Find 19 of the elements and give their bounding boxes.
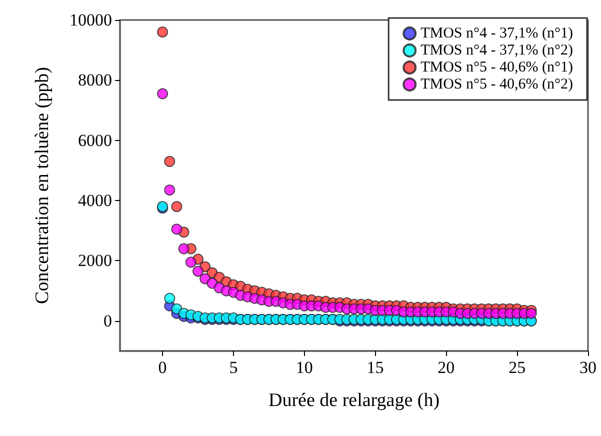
x-tick-label: 5 — [229, 358, 238, 377]
y-tick-label: 10000 — [70, 10, 112, 30]
y-tick-label: 2000 — [78, 251, 112, 270]
y-tick-label: 8000 — [78, 70, 112, 90]
x-tick-label: 15 — [366, 358, 384, 377]
legend-label: TMOS n°4 - 37,1% (n°2) — [420, 42, 574, 58]
x-tick-label: 0 — [158, 358, 167, 377]
y-axis-title: Concentration en toluène (ppb) — [32, 67, 53, 304]
x-axis-title: Durée de relargage (h) — [268, 390, 440, 411]
x-tick-label: 10 — [296, 358, 313, 377]
x-tick-label: 30 — [580, 358, 596, 377]
y-tick-label: 4000 — [78, 191, 112, 210]
legend-label: TMOS n°5 - 40,6% (n°2) — [420, 76, 574, 92]
y-tick-label: 0 — [104, 311, 112, 330]
legend-label: TMOS n°5 - 40,6% (n°1) — [420, 60, 574, 76]
legend-label: TMOS n°4 - 37,1% (n°1) — [420, 26, 574, 42]
x-tick-label: 20 — [438, 358, 455, 377]
x-tick-label: 25 — [508, 358, 526, 377]
y-tick-label: 6000 — [78, 130, 112, 150]
